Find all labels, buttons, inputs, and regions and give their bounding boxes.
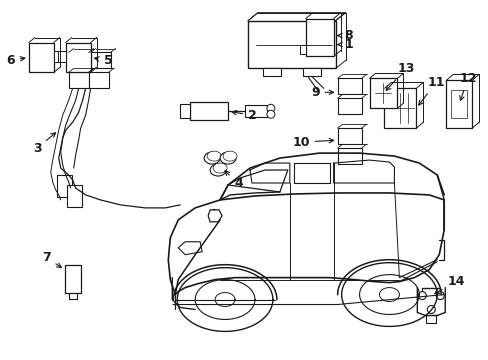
FancyBboxPatch shape <box>369 78 397 108</box>
Text: 10: 10 <box>292 136 333 149</box>
FancyBboxPatch shape <box>244 105 266 117</box>
Ellipse shape <box>220 152 236 164</box>
FancyBboxPatch shape <box>302 68 320 76</box>
Ellipse shape <box>210 164 225 176</box>
Circle shape <box>266 110 274 118</box>
FancyBboxPatch shape <box>64 265 81 293</box>
Circle shape <box>266 104 274 112</box>
Text: 3: 3 <box>33 133 56 155</box>
Text: 6: 6 <box>6 54 25 67</box>
Ellipse shape <box>207 151 221 161</box>
FancyBboxPatch shape <box>247 21 335 68</box>
Text: 12: 12 <box>458 72 476 100</box>
Text: 4: 4 <box>224 171 243 190</box>
FancyBboxPatch shape <box>426 315 435 323</box>
FancyBboxPatch shape <box>57 175 72 197</box>
Text: 8: 8 <box>337 29 352 42</box>
Circle shape <box>427 306 434 314</box>
Text: 1: 1 <box>337 38 353 51</box>
Text: 11: 11 <box>418 76 444 105</box>
Text: 14: 14 <box>434 275 464 293</box>
FancyBboxPatch shape <box>305 19 333 57</box>
FancyBboxPatch shape <box>190 102 227 120</box>
FancyBboxPatch shape <box>68 53 88 68</box>
FancyBboxPatch shape <box>90 53 110 68</box>
FancyBboxPatch shape <box>337 78 361 94</box>
FancyBboxPatch shape <box>180 104 190 118</box>
FancyBboxPatch shape <box>337 148 361 164</box>
Text: 5: 5 <box>94 54 112 67</box>
Ellipse shape <box>203 152 220 164</box>
FancyBboxPatch shape <box>446 80 471 128</box>
FancyBboxPatch shape <box>54 50 61 62</box>
Circle shape <box>435 292 443 300</box>
FancyBboxPatch shape <box>337 98 361 114</box>
FancyBboxPatch shape <box>58 50 65 62</box>
Text: 13: 13 <box>386 62 414 90</box>
FancyBboxPatch shape <box>68 72 88 88</box>
Ellipse shape <box>213 163 226 173</box>
FancyBboxPatch shape <box>337 128 361 144</box>
FancyBboxPatch shape <box>29 42 54 72</box>
FancyBboxPatch shape <box>384 88 415 128</box>
FancyBboxPatch shape <box>299 45 305 54</box>
Ellipse shape <box>223 151 237 161</box>
FancyBboxPatch shape <box>65 42 90 72</box>
FancyBboxPatch shape <box>263 68 280 76</box>
Text: 7: 7 <box>42 251 61 267</box>
FancyBboxPatch shape <box>66 185 81 207</box>
Text: 9: 9 <box>310 86 333 99</box>
Circle shape <box>417 292 426 300</box>
FancyBboxPatch shape <box>88 72 108 88</box>
Text: 2: 2 <box>231 109 256 122</box>
FancyBboxPatch shape <box>450 90 466 118</box>
